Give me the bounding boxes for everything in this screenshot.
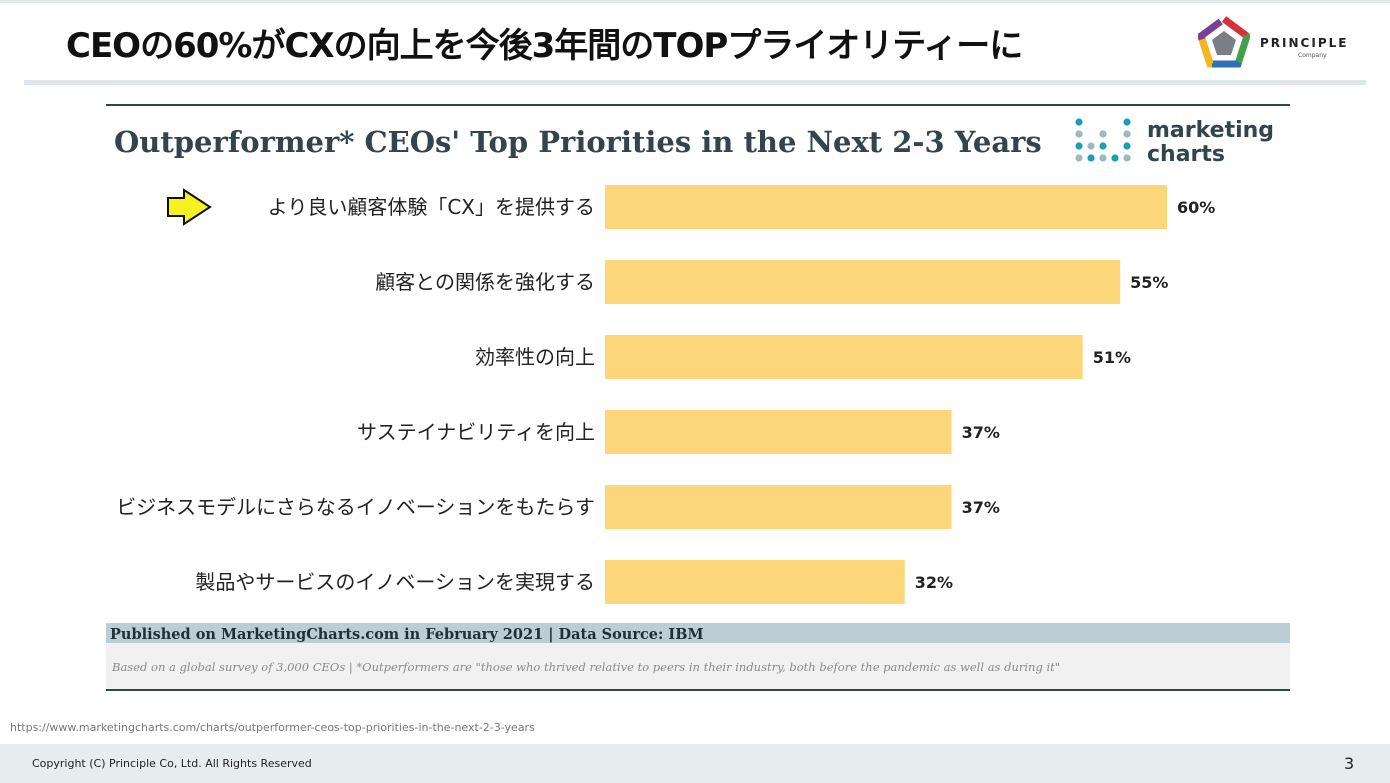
category-label: 効率性の向上 [475,345,595,369]
value-label: 37% [962,423,1000,442]
value-label: 37% [962,498,1000,517]
chart-bottom-rule [106,689,1290,691]
bar [605,560,905,604]
bar [605,485,952,529]
logo-dot [1075,154,1083,162]
logo-dot [1075,118,1083,126]
logo-dot [1123,154,1131,162]
category-label: 製品やサービスのイノベーションを実現する [195,570,595,594]
logo-sub: Company [1298,52,1327,59]
survey-note: Based on a global survey of 3,000 CEOs |… [111,660,1060,675]
value-label: 51% [1093,348,1131,367]
logo-dot [1111,154,1119,162]
bar-series: より良い顧客体験「CX」を提供する 60% 顧客との関係を強化する 55% 効率性の向上… [116,185,1215,604]
chart-title: Outperformer* CEOs' Top Priorities in th… [114,125,1042,159]
logo-dot [1099,154,1107,162]
title-rule [24,80,1366,85]
top-border [0,0,1390,3]
bar [605,260,1121,304]
principle-logo: PRINCIPLE Company [1198,16,1378,70]
footer: Copyright (C) Principle Co, Ltd. All Rig… [0,744,1390,783]
slide-title: CEOの60%がCXの向上を今後3年間のTOPプライオリティーに [66,26,1023,66]
category-label: ビジネスモデルにさらなるイノベーションをもたらす [116,495,595,519]
pentagon-logo-icon [1198,16,1250,68]
logo-dot [1087,154,1095,162]
value-label: 55% [1130,273,1168,292]
brand-line-2: charts [1147,142,1225,167]
logo-dot [1099,142,1107,150]
arrow-right-icon [167,188,212,226]
publication-band [106,623,1290,643]
bar [605,410,952,454]
copyright: Copyright (C) Principle Co, Ltd. All Rig… [32,757,312,770]
logo-dot [1075,142,1083,150]
marketing-charts-logo: marketing charts [1075,118,1274,167]
brand-line-1: marketing [1147,118,1274,143]
logo-dot [1075,130,1083,138]
logo-dot [1087,142,1095,150]
page-number: 3 [1344,754,1355,773]
note-band [106,643,1290,690]
chart-top-rule [106,104,1290,106]
logo-dot [1099,130,1107,138]
dots-logo-icon [1075,118,1131,162]
category-label: サステイナビリティを向上 [357,420,595,444]
category-label: より良い顧客体験「CX」を提供する [268,195,595,219]
value-label: 60% [1177,198,1215,217]
publication-text: Published on MarketingCharts.com in Febr… [110,626,704,643]
category-label: 顧客との関係を強化する [375,270,595,294]
bar [605,185,1167,229]
logo-dot [1123,142,1131,150]
source-url: https://www.marketingcharts.com/charts/o… [10,721,535,734]
logo-name: PRINCIPLE [1260,36,1349,50]
value-label: 32% [915,573,953,592]
logo-dot [1123,118,1131,126]
logo-dot [1123,130,1131,138]
chart-svg: Outperformer* CEOs' Top Priorities in th… [106,104,1290,691]
bar [605,335,1083,379]
chart: Outperformer* CEOs' Top Priorities in th… [106,104,1290,692]
